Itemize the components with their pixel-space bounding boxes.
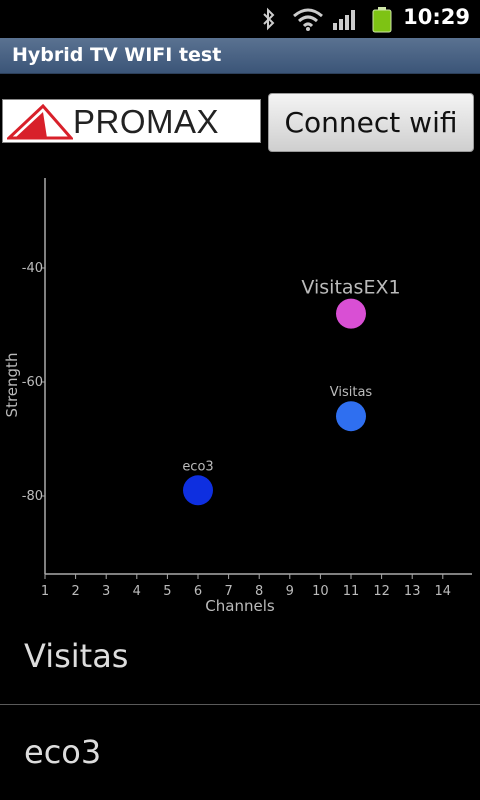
- clock: 10:29: [403, 5, 470, 29]
- x-tick-label: 8: [255, 584, 263, 599]
- title-bar: Hybrid TV WIFI test: [0, 38, 480, 74]
- x-tick-label: 4: [133, 584, 141, 599]
- x-tick-label: 1: [41, 584, 49, 599]
- x-tick-label: 6: [194, 584, 202, 599]
- network-list: Visitas eco3: [0, 609, 480, 800]
- y-tick-label: -60: [22, 375, 43, 390]
- data-label-eco3: eco3: [182, 459, 213, 474]
- x-axis-title: Channels: [205, 597, 275, 615]
- x-tick-label: 3: [102, 584, 110, 599]
- list-item-visitas[interactable]: Visitas: [0, 609, 480, 705]
- logo-text: PROMAX: [73, 103, 220, 140]
- chart-svg: 1 2 3 4 5 6 7 8 9 10 11 12 13 14-40-60-80ChannelsStre…: [3, 178, 472, 615]
- battery-icon: [372, 7, 392, 33]
- x-tick-label: 5: [163, 584, 171, 599]
- wifi-signal-icon: [293, 8, 323, 31]
- data-point-visitasex1: [336, 298, 366, 329]
- x-tick-label: 2: [71, 584, 79, 599]
- x-tick-label: 11: [343, 584, 360, 599]
- network-label: eco3: [24, 733, 102, 771]
- x-tick-label: 14: [435, 584, 452, 599]
- y-axis-title: Strength: [3, 353, 21, 418]
- x-tick-label: 12: [373, 584, 390, 599]
- app-title: Hybrid TV WIFI test: [12, 44, 222, 66]
- x-tick-label: 10: [312, 584, 329, 599]
- x-tick-label: 9: [286, 584, 294, 599]
- status-bar: 10:29: [0, 0, 480, 38]
- data-label-visitasex1: VisitasEX1: [301, 277, 400, 299]
- bluetooth-icon: [263, 7, 275, 31]
- y-tick-label: -80: [22, 489, 43, 504]
- promax-logo: PROMAX: [2, 99, 261, 143]
- network-label: Visitas: [24, 637, 129, 675]
- connect-wifi-button[interactable]: Connect wifi: [268, 93, 474, 152]
- data-point-visitas: [336, 401, 366, 432]
- wifi-strength-chart: 1 2 3 4 5 6 7 8 9 10 11 12 13 14 -40 -60 -80 Channels Stre…: [0, 160, 480, 616]
- data-label-visitas: Visitas: [330, 385, 373, 400]
- x-tick-label: 7: [224, 584, 232, 599]
- cell-signal-icon: [333, 10, 355, 30]
- y-tick-label: -40: [22, 261, 43, 276]
- list-item-eco3[interactable]: eco3: [0, 705, 480, 800]
- x-tick-label: 13: [404, 584, 421, 599]
- promax-logo-mark: [7, 104, 73, 140]
- data-point-eco3: [183, 475, 213, 506]
